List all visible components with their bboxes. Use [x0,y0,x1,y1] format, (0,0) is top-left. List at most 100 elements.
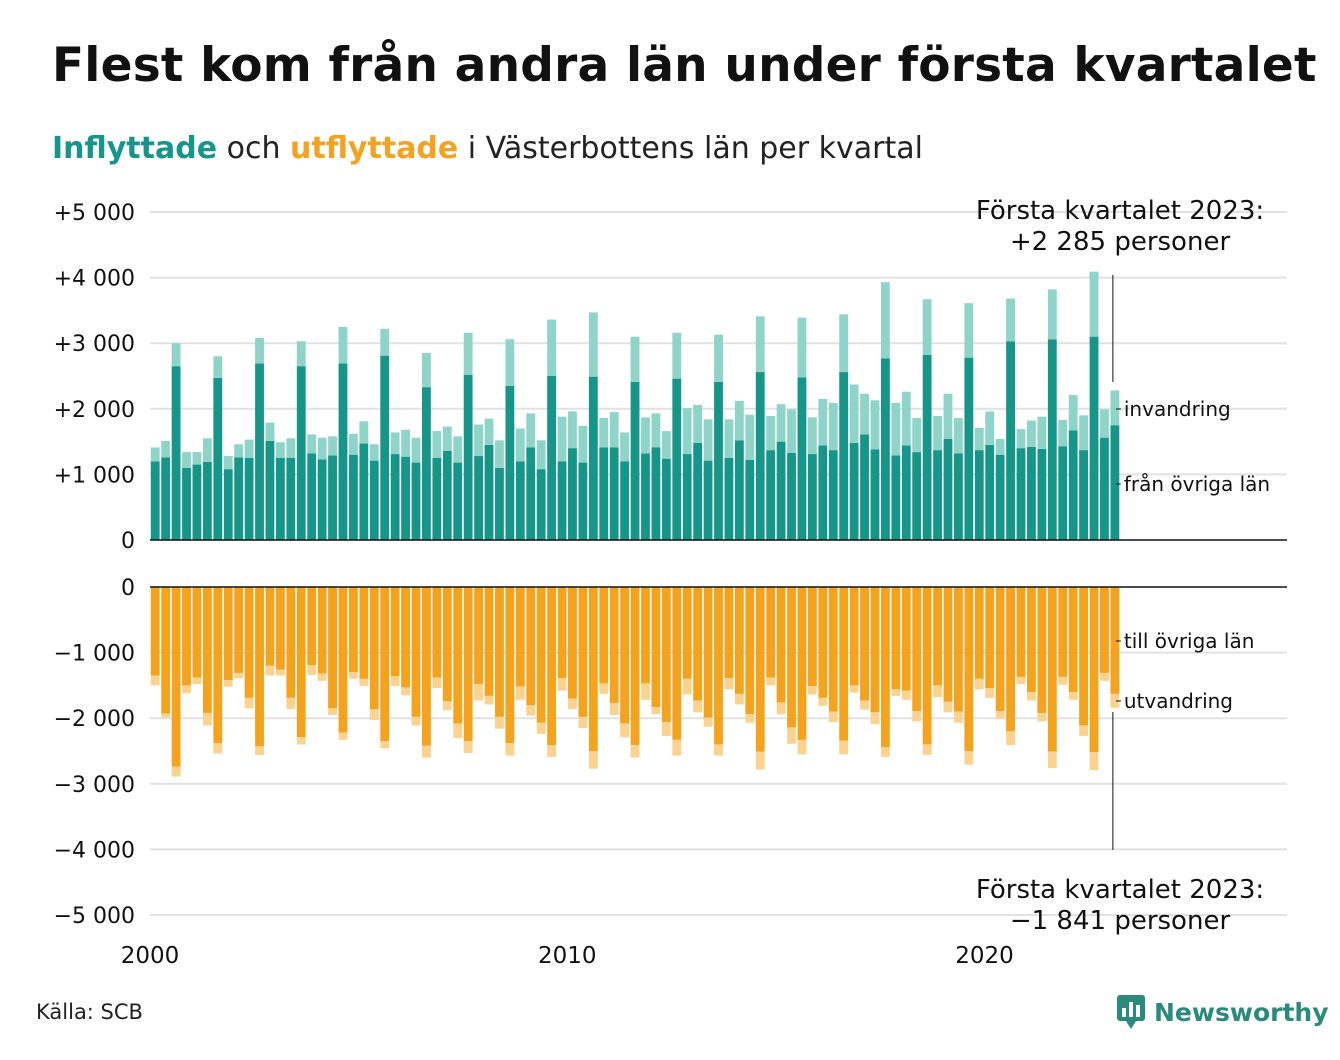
bar-utvandring [651,707,661,715]
y-tick-label-top: +3 000 [54,332,135,357]
bar-fran-ovriga-lan [286,458,296,540]
bar-fran-ovriga-lan [870,449,880,540]
bar-fran-ovriga-lan [620,461,630,540]
bar-till-ovriga-lan [1079,587,1089,726]
bar-fran-ovriga-lan [766,450,776,540]
bar-utvandring [192,677,202,685]
bar-utvandring [661,722,671,736]
bar-fran-ovriga-lan [328,455,337,540]
series-label-fran-ovriga-lan: från övriga län [1124,472,1270,496]
bar-invandring [933,416,942,451]
y-tick-label-top: +5 000 [54,201,135,226]
bar-till-ovriga-lan [870,587,880,713]
bar-fran-ovriga-lan [1006,341,1015,540]
bar-fran-ovriga-lan [724,458,734,540]
bar-invandring [954,417,963,454]
bar-invandring [307,434,317,454]
bar-utvandring [296,737,306,745]
bar-fran-ovriga-lan [682,454,692,540]
bar-till-ovriga-lan [912,587,922,711]
y-tick-label-bottom: 0 [121,576,135,601]
bar-utvandring [828,711,838,723]
bar-invandring [348,433,358,455]
bar-fran-ovriga-lan [588,376,598,540]
bar-till-ovriga-lan [1068,587,1078,692]
bar-till-ovriga-lan [432,587,442,678]
bar-fran-ovriga-lan [348,454,358,540]
x-tick-label: 2000 [121,943,180,969]
bar-utvandring [1016,676,1026,685]
bar-utvandring [839,740,849,755]
bar-till-ovriga-lan [484,587,494,696]
bar-fran-ovriga-lan [943,438,953,540]
bar-invandring [171,343,181,367]
y-tick-label-bottom: −3 000 [54,773,135,798]
bar-utvandring [922,744,932,755]
bar-fran-ovriga-lan [933,450,942,540]
bar-invandring [797,317,807,378]
bar-invandring [787,409,796,453]
bar-invandring [630,336,640,382]
y-tick-label-bottom: −2 000 [54,707,135,732]
bar-invandring [672,332,682,379]
bar-till-ovriga-lan [1089,587,1099,753]
bar-invandring [202,438,212,462]
bar-till-ovriga-lan [797,587,807,740]
chart-title: Flest kom från andra län under första kv… [52,38,1317,93]
bar-till-ovriga-lan [182,587,191,686]
bar-till-ovriga-lan [317,587,327,674]
bar-invandring [661,431,671,459]
bar-utvandring [1079,725,1089,736]
bar-till-ovriga-lan [568,587,577,699]
bar-fran-ovriga-lan [974,450,984,540]
bar-invandring [547,319,557,376]
bar-till-ovriga-lan [255,587,264,747]
bar-fran-ovriga-lan [630,381,640,540]
bar-utvandring [463,741,473,753]
bar-fran-ovriga-lan [880,358,890,540]
bar-till-ovriga-lan [515,587,525,687]
bar-till-ovriga-lan [202,587,212,713]
bar-till-ovriga-lan [1027,587,1036,692]
subtitle-och: och [217,131,290,166]
bar-invandring [495,440,504,468]
bar-fran-ovriga-lan [1058,446,1068,540]
bar-till-ovriga-lan [192,587,202,678]
bar-fran-ovriga-lan [547,376,557,540]
bar-utvandring [599,683,609,694]
bar-till-ovriga-lan [724,587,734,679]
bar-fran-ovriga-lan [734,440,744,540]
bar-fran-ovriga-lan [609,447,619,540]
bar-utvandring [307,665,317,675]
annotation-top-line2: +2 285 personer [1010,227,1231,257]
bar-till-ovriga-lan [474,587,483,685]
bar-utvandring [954,711,963,723]
bar-utvandring [328,708,337,715]
bar-till-ovriga-lan [296,587,306,738]
bar-fran-ovriga-lan [213,377,223,540]
subtitle-inflyttade: Inflyttade [52,131,218,166]
bar-invandring [255,337,264,364]
bar-utvandring [557,678,567,691]
bar-till-ovriga-lan [734,587,744,694]
bar-fran-ovriga-lan [641,453,650,540]
bar-invandring [265,422,275,441]
bar-utvandring [797,739,807,755]
bar-fran-ovriga-lan [745,459,755,540]
bar-invandring [213,356,223,378]
bar-till-ovriga-lan [328,587,337,709]
bar-fran-ovriga-lan [1068,430,1078,540]
bar-fran-ovriga-lan [714,381,723,540]
bar-utvandring [588,751,598,769]
bar-fran-ovriga-lan [891,455,901,540]
bar-utvandring [693,700,703,713]
bar-till-ovriga-lan [714,587,723,745]
bar-utvandring [223,680,233,687]
bar-invandring [734,400,744,441]
bar-utvandring [286,697,296,710]
bar-fran-ovriga-lan [401,456,410,540]
bar-utvandring [453,723,463,738]
bar-fran-ovriga-lan [526,447,536,540]
bar-fran-ovriga-lan [505,385,515,540]
bar-till-ovriga-lan [974,587,984,679]
